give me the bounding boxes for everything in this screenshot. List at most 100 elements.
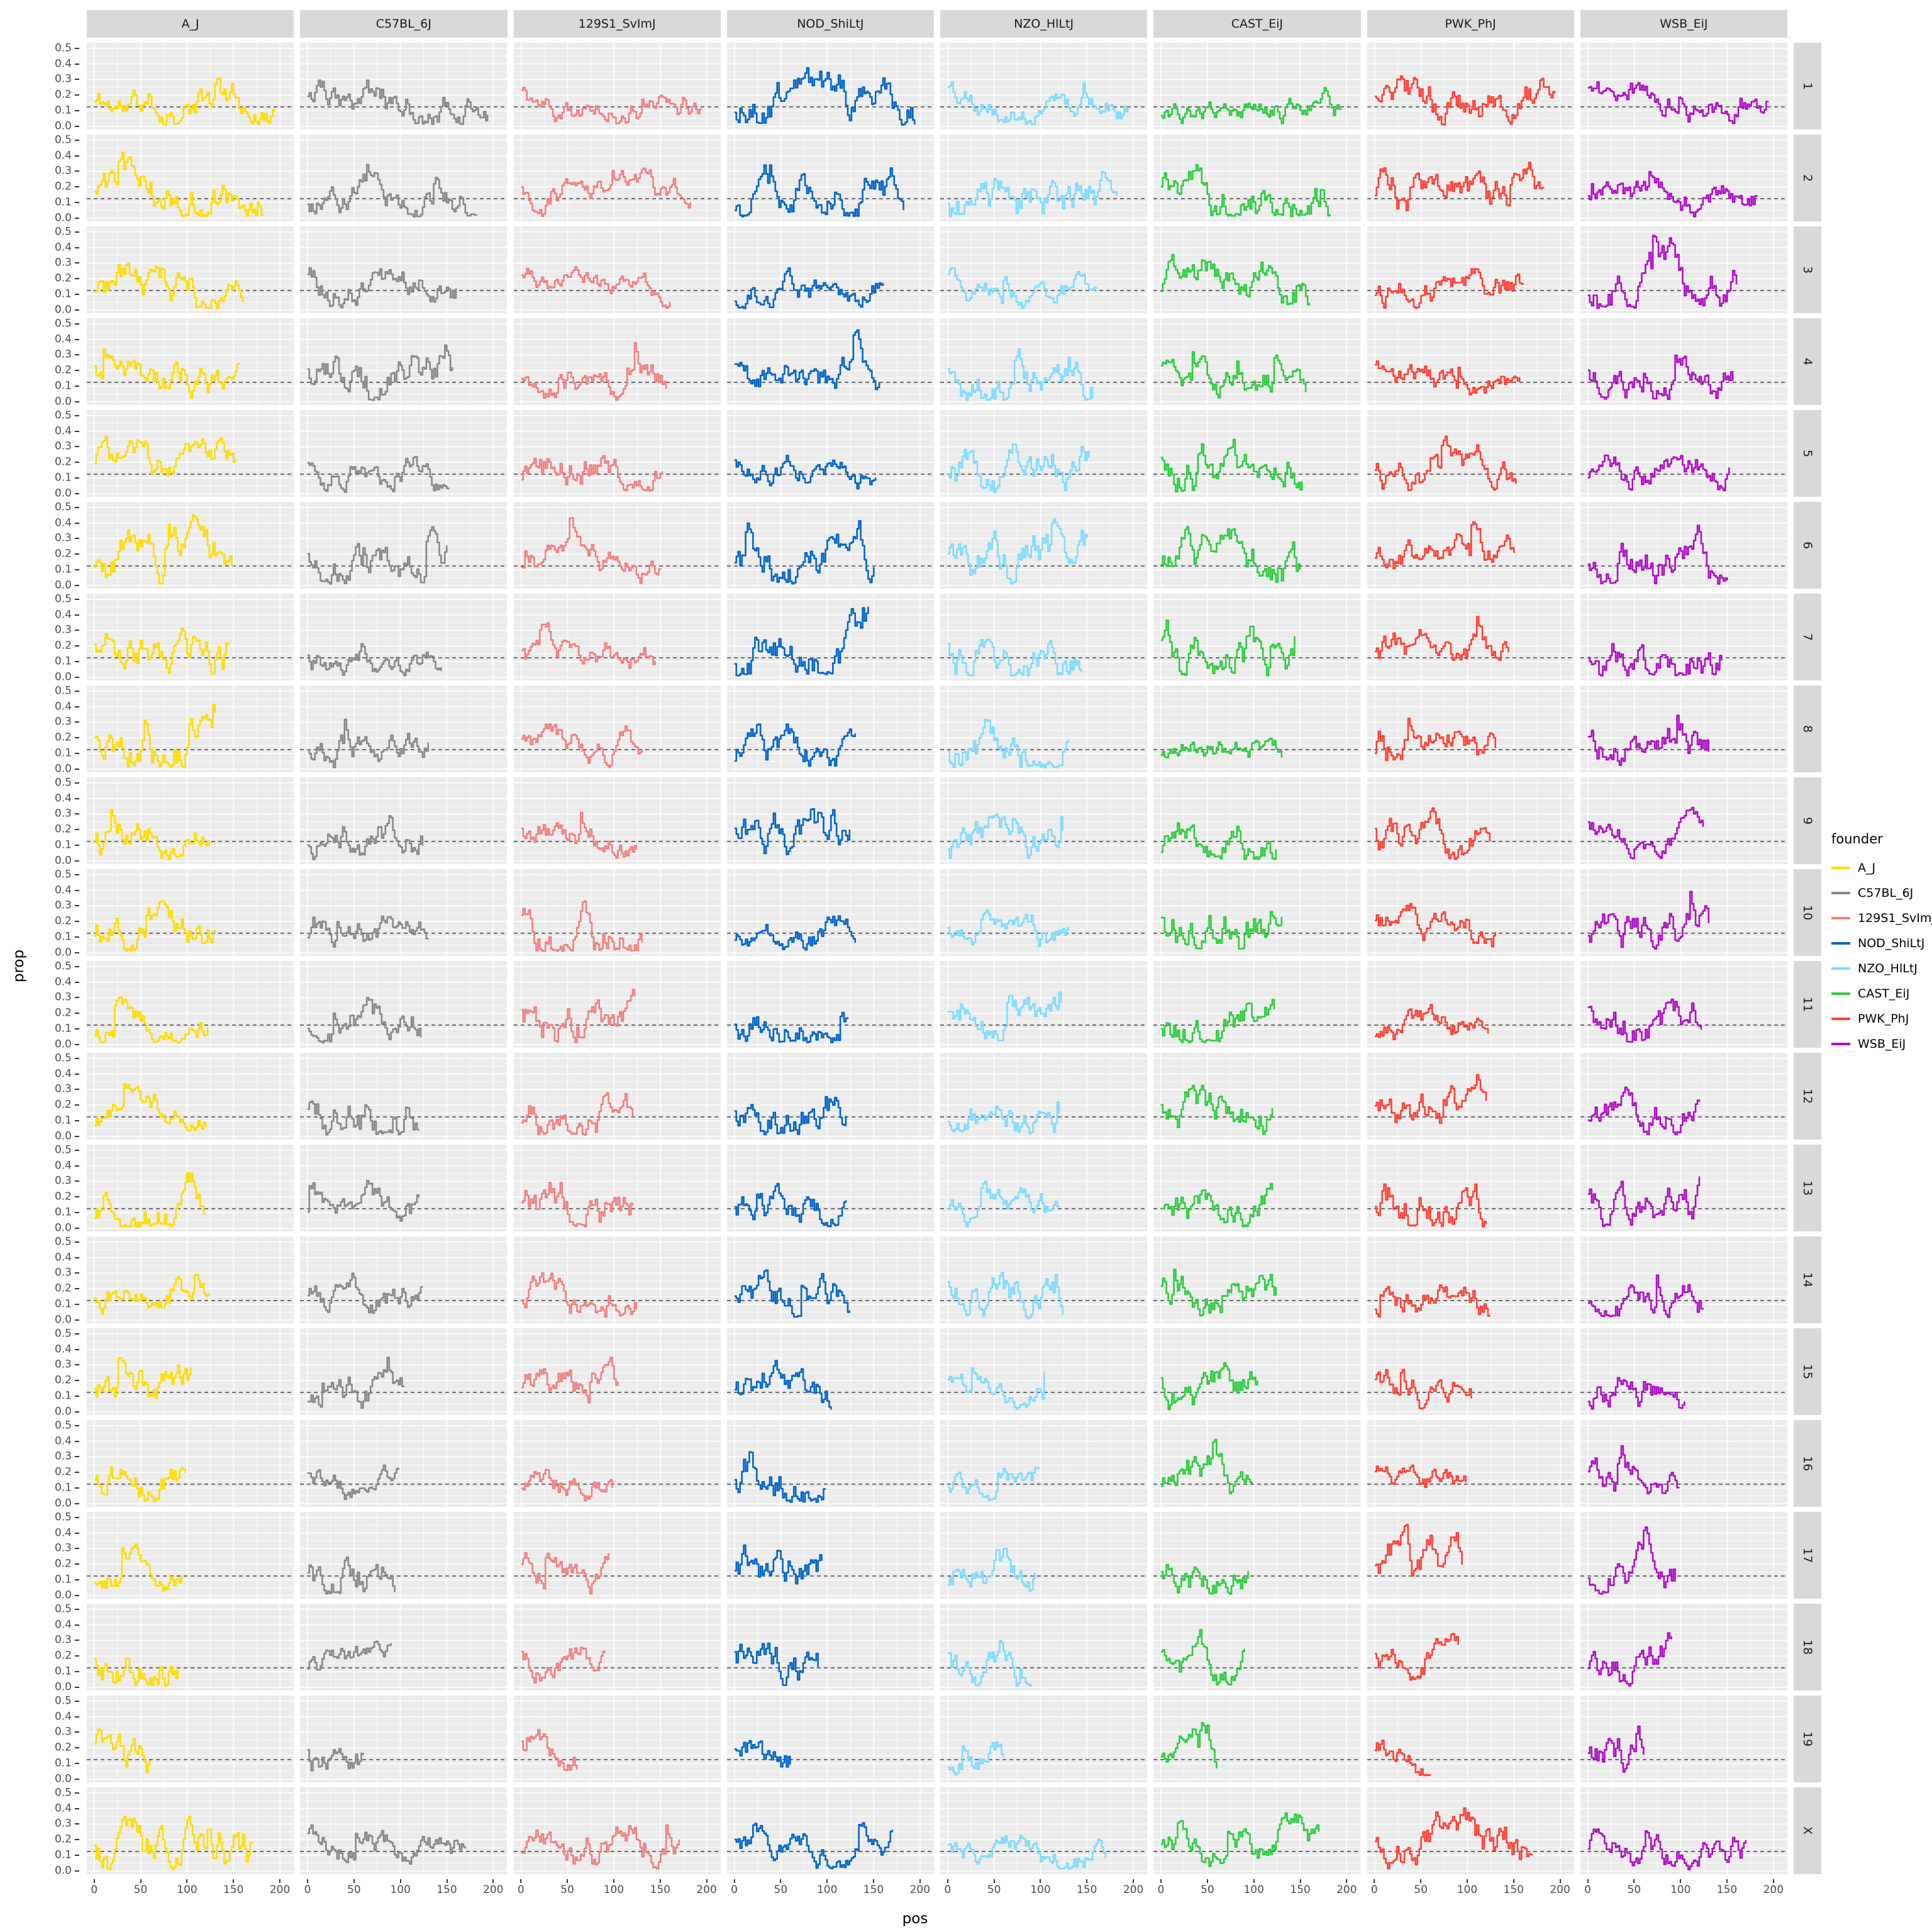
y-tick-label: 0.5 xyxy=(54,501,72,514)
x-tick-mark xyxy=(140,1879,142,1883)
y-tick-mark xyxy=(75,186,79,188)
y-tick-label: 0.3 xyxy=(54,807,72,820)
facet-panel xyxy=(726,594,934,680)
x-tick-mark xyxy=(826,1879,828,1883)
y-tick-mark xyxy=(75,1823,79,1825)
facet-panel xyxy=(513,1053,721,1140)
x-tick-label: 50 xyxy=(1627,1884,1641,1896)
facet-panel xyxy=(1580,1053,1787,1140)
y-tick-label: 0.1 xyxy=(54,287,72,301)
facet-panel xyxy=(1367,1787,1574,1874)
y-tick-label: 0.5 xyxy=(54,960,72,973)
y-tick-mark xyxy=(75,936,79,938)
y-tick-mark xyxy=(75,294,79,296)
x-tick-label: 0 xyxy=(1370,1884,1378,1896)
x-axis-tick-cell: 0 50 100 150 200 xyxy=(87,1879,294,1898)
facet-panel xyxy=(1367,1145,1574,1231)
y-tick-mark xyxy=(75,1655,79,1657)
facet-panel xyxy=(1367,43,1574,130)
y-tick-mark xyxy=(75,278,79,280)
facet-panel xyxy=(1153,135,1361,221)
x-tick-label: 200 xyxy=(1336,1884,1357,1896)
facet-panel xyxy=(513,1787,721,1874)
y-tick-mark xyxy=(75,1013,79,1014)
facet-row: 0.0 0.1 0.2 0.3 0.4 0.5 1 xyxy=(35,43,1821,131)
y-tick-label: 0.4 xyxy=(54,1802,72,1815)
facet-panel xyxy=(300,961,508,1048)
y-tick-label: 0.2 xyxy=(54,180,72,193)
facet-panel xyxy=(940,1420,1148,1507)
y-tick-mark xyxy=(75,1640,79,1641)
y-tick-label: 0.3 xyxy=(54,72,72,86)
facet-panel xyxy=(940,686,1148,772)
y-tick-label: 0.2 xyxy=(54,639,72,652)
legend-line-swatch xyxy=(1831,917,1850,919)
facet-panel xyxy=(1367,226,1574,313)
y-tick-mark xyxy=(75,1288,79,1290)
y-tick-mark xyxy=(75,522,79,524)
x-tick-label: 50 xyxy=(1414,1884,1428,1896)
legend-items: A_J C57BL_6J 129S1_SvImJ NOD_ShiLtJ NZO_HlLt… xyxy=(1831,855,1932,1057)
y-tick-label: 0.4 xyxy=(54,1435,72,1448)
y-tick-label: 0.5 xyxy=(54,409,72,422)
y-tick-mark xyxy=(75,1196,79,1198)
facet-panel xyxy=(87,135,294,221)
facet-panel xyxy=(1580,43,1787,130)
y-tick-label: 0.5 xyxy=(54,317,72,330)
y-tick-mark xyxy=(75,1424,79,1426)
x-tick-label: 0 xyxy=(944,1884,952,1896)
facet-panel xyxy=(1367,135,1574,221)
y-tick-label: 0.5 xyxy=(54,1143,72,1157)
x-tick-mark xyxy=(993,1879,995,1883)
x-tick-label: 0 xyxy=(517,1884,525,1896)
y-tick-label: 0.3 xyxy=(54,1725,72,1738)
y-axis-ticks: 0.0 0.1 0.2 0.3 0.4 0.5 xyxy=(35,1696,80,1785)
facet-panel xyxy=(1367,318,1574,405)
y-tick-label: 0.3 xyxy=(54,1358,72,1371)
x-tick-mark xyxy=(1559,1879,1561,1883)
y-tick-label: 0.3 xyxy=(54,348,72,361)
facet-panel xyxy=(726,777,934,864)
x-tick-mark xyxy=(1206,1879,1208,1883)
y-tick-label: 0.2 xyxy=(54,1741,72,1754)
y-tick-mark xyxy=(75,462,79,464)
facet-panel xyxy=(1580,135,1787,221)
y-tick-mark xyxy=(75,813,79,815)
facet-panel xyxy=(1153,43,1361,130)
facet-panel xyxy=(1580,410,1787,497)
y-tick-mark xyxy=(75,1028,79,1030)
legend-key xyxy=(1831,960,1853,977)
y-tick-mark xyxy=(75,1792,79,1794)
y-tick-label: 0.5 xyxy=(54,868,72,881)
y-tick-mark xyxy=(75,1595,79,1597)
y-tick-mark xyxy=(75,874,79,875)
y-tick-label: 0.0 xyxy=(54,1772,72,1785)
legend-line-swatch xyxy=(1831,942,1850,945)
facet-panel xyxy=(87,318,294,405)
facet-panel xyxy=(1580,318,1787,405)
facet-row: 0.0 0.1 0.2 0.3 0.4 0.5 3 xyxy=(35,226,1821,315)
facet-panel xyxy=(513,961,721,1048)
facet-col-strip: A_J xyxy=(87,10,294,38)
facet-panel xyxy=(1367,594,1574,680)
y-axis-ticks: 0.0 0.1 0.2 0.3 0.4 0.5 xyxy=(35,43,80,131)
y-tick-label: 0.3 xyxy=(54,1817,72,1830)
x-tick-label: 100 xyxy=(390,1884,411,1896)
y-tick-mark xyxy=(75,1763,79,1765)
facet-col-label: PWK_PhJ xyxy=(1445,17,1496,31)
y-axis-ticks: 0.0 0.1 0.2 0.3 0.4 0.5 xyxy=(35,1143,80,1233)
facet-panel xyxy=(513,1512,721,1599)
y-tick-mark xyxy=(75,1044,79,1046)
facet-panel xyxy=(1153,1604,1361,1690)
facet-row-strip: 19 xyxy=(1794,1696,1821,1782)
facet-row-label: 12 xyxy=(1801,1088,1814,1104)
y-tick-label: 0.0 xyxy=(54,395,72,408)
facet-row: 0.0 0.1 0.2 0.3 0.4 0.5 17 xyxy=(35,1512,1821,1601)
facet-panel xyxy=(1153,961,1361,1048)
facet-row-label: X xyxy=(1801,1826,1814,1835)
facet-panel xyxy=(513,135,721,221)
x-axis-tick-cell: 0 50 100 150 200 xyxy=(1580,1879,1787,1898)
x-tick-label: 150 xyxy=(863,1884,884,1896)
x-tick-label: 50 xyxy=(347,1884,361,1896)
facet-row-label: 5 xyxy=(1801,449,1814,458)
